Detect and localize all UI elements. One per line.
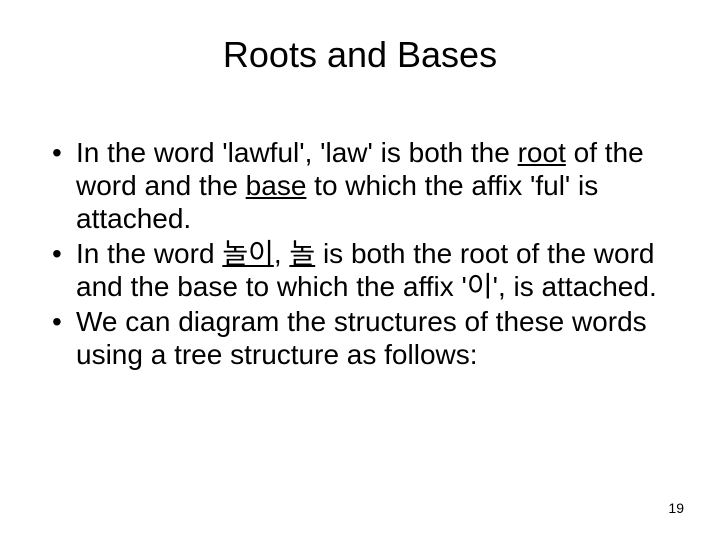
bullet-item: We can diagram the structures of these w… [48, 305, 672, 371]
underlined-term: 놀 [289, 238, 315, 269]
slide-title: Roots and Bases [40, 34, 680, 76]
bullet-text: , [274, 238, 290, 269]
bullet-text: In the word [76, 238, 222, 269]
bullet-text: In the word 'lawful', 'law' is both the [76, 137, 518, 168]
underlined-term: 놀이 [222, 238, 274, 269]
bullet-text: We can diagram the structures of these w… [76, 306, 647, 370]
bullet-list: In the word 'lawful', 'law' is both the … [48, 136, 672, 371]
underlined-term: base [246, 170, 307, 201]
slide: Roots and Bases In the word 'lawful', 'l… [0, 0, 720, 540]
bullet-item: In the word 놀이, 놀 is both the root of th… [48, 237, 672, 303]
slide-body: In the word 'lawful', 'law' is both the … [40, 136, 680, 371]
page-number: 19 [668, 500, 684, 516]
underlined-term: root [518, 137, 566, 168]
bullet-item: In the word 'lawful', 'law' is both the … [48, 136, 672, 235]
